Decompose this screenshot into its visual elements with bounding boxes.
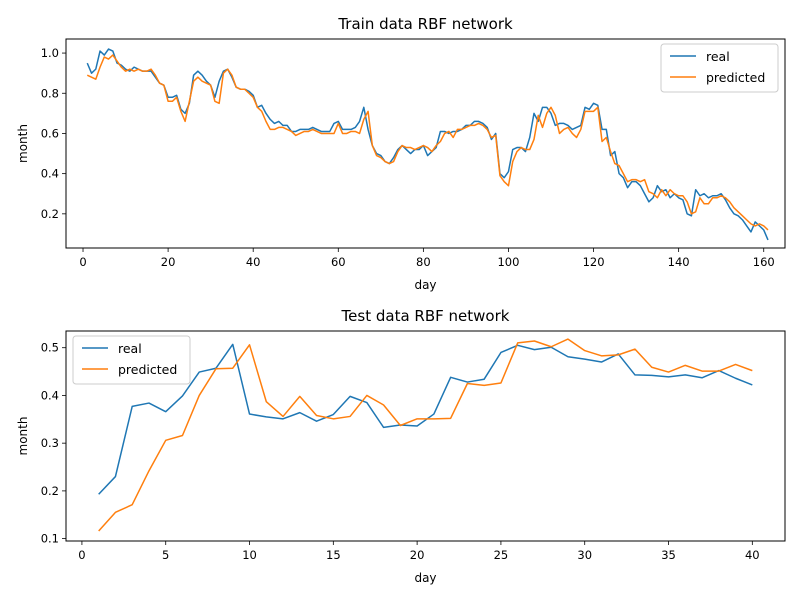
train-y-tick-label: 0.8 <box>41 86 59 100</box>
train-y-tick-label: 0.2 <box>41 207 59 221</box>
train-x-axis-label: day <box>414 278 436 292</box>
train-x-tick-label: 120 <box>583 255 605 269</box>
train-legend: real predicted <box>660 43 779 93</box>
train-x-tick-label: 0 <box>79 255 86 269</box>
test-plot-frame <box>65 330 786 542</box>
train-legend-real-label: real <box>706 49 730 64</box>
train-real-line <box>86 48 769 241</box>
test-x-tick-label: 20 <box>410 548 425 562</box>
train-y-axis-label: month <box>16 124 30 163</box>
train-y-tick-label: 0.4 <box>41 167 59 181</box>
train-series-lines <box>86 48 769 241</box>
train-x-tick-label: 160 <box>753 255 775 269</box>
train-y-tick-label: 0.6 <box>41 126 59 140</box>
test-plot-title: Test data RBF network <box>341 307 510 325</box>
test-predicted-line <box>98 338 753 532</box>
test-y-ticks: 0.1 0.2 0.3 0.4 0.5 <box>41 341 66 546</box>
test-x-tick-label: 5 <box>162 548 169 562</box>
train-predicted-line <box>86 54 769 231</box>
test-y-tick-label: 0.4 <box>41 388 59 402</box>
test-x-tick-label: 35 <box>661 548 676 562</box>
train-y-tick-label: 1.0 <box>41 46 59 60</box>
test-x-tick-label: 0 <box>78 548 85 562</box>
train-x-tick-label: 140 <box>668 255 690 269</box>
train-x-tick-label: 100 <box>497 255 519 269</box>
test-plot: Test data RBF network 0 5 10 15 20 25 30 35 40 0… <box>16 307 786 585</box>
test-x-ticks: 0 5 10 15 20 25 30 35 40 <box>78 541 760 562</box>
train-x-tick-label: 60 <box>331 255 346 269</box>
train-plot-frame <box>65 38 786 249</box>
test-series-lines <box>98 338 753 532</box>
test-y-axis-label: month <box>16 417 30 456</box>
train-legend-predicted-label: predicted <box>706 70 765 85</box>
train-x-tick-label: 80 <box>416 255 431 269</box>
test-y-tick-label: 0.5 <box>41 341 59 355</box>
test-y-tick-label: 0.1 <box>41 532 59 546</box>
train-y-ticks: 0.2 0.4 0.6 0.8 1.0 <box>41 46 66 221</box>
test-x-tick-label: 40 <box>745 548 760 562</box>
test-x-axis-label: day <box>414 571 436 585</box>
test-legend: real predicted <box>72 335 191 385</box>
test-x-tick-label: 15 <box>326 548 341 562</box>
train-plot: Train data RBF network 0 20 40 60 80 100 120 14… <box>16 15 786 292</box>
test-x-tick-label: 10 <box>242 548 257 562</box>
test-legend-real-label: real <box>118 341 142 356</box>
test-y-tick-label: 0.2 <box>41 484 59 498</box>
test-real-line <box>98 343 753 495</box>
test-legend-predicted-label: predicted <box>118 362 177 377</box>
test-x-tick-label: 30 <box>577 548 592 562</box>
train-x-tick-label: 40 <box>246 255 261 269</box>
test-y-tick-label: 0.3 <box>41 436 59 450</box>
test-x-tick-label: 25 <box>494 548 509 562</box>
train-plot-title: Train data RBF network <box>337 15 513 33</box>
train-x-ticks: 0 20 40 60 80 100 120 140 160 <box>79 248 775 269</box>
train-x-tick-label: 20 <box>161 255 176 269</box>
